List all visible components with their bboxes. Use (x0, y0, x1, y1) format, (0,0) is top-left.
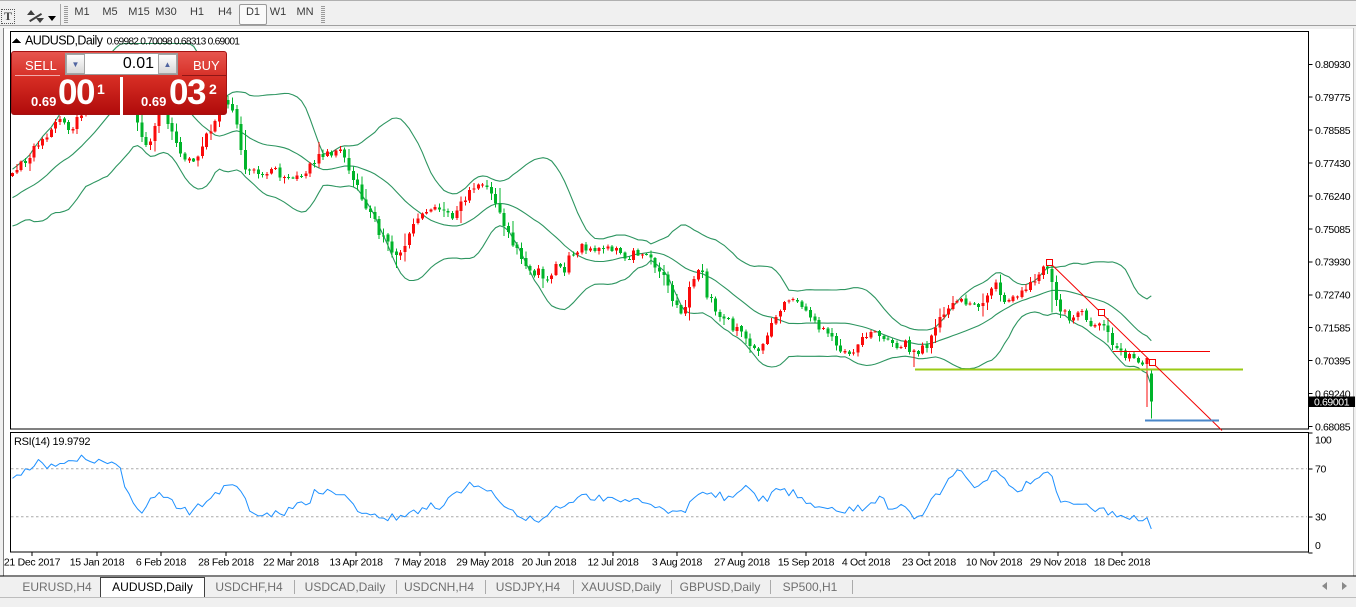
svg-text:3 Aug 2018: 3 Aug 2018 (652, 557, 703, 569)
svg-text:0.69001: 0.69001 (1314, 396, 1350, 408)
svg-text:0.80930: 0.80930 (1315, 59, 1351, 71)
svg-text:0.79775: 0.79775 (1315, 92, 1351, 104)
svg-text:29 May 2018: 29 May 2018 (456, 557, 514, 569)
svg-text:0.78585: 0.78585 (1315, 125, 1351, 137)
svg-text:0.70395: 0.70395 (1315, 356, 1351, 368)
svg-text:RSI(14) 19.9792: RSI(14) 19.9792 (14, 436, 90, 448)
svg-text:0.73930: 0.73930 (1315, 257, 1351, 269)
svg-text:0.72740: 0.72740 (1315, 290, 1351, 302)
svg-text:6 Feb 2018: 6 Feb 2018 (136, 557, 187, 569)
svg-text:23 Oct 2018: 23 Oct 2018 (902, 557, 956, 569)
svg-text:0: 0 (1315, 540, 1321, 552)
svg-text:12 Jul 2018: 12 Jul 2018 (588, 557, 639, 569)
svg-text:0.68085: 0.68085 (1315, 421, 1351, 433)
svg-text:18 Dec 2018: 18 Dec 2018 (1094, 557, 1151, 569)
svg-text:13 Apr 2018: 13 Apr 2018 (329, 557, 383, 569)
svg-text:AUDUSD,Daily 0.69982 0.70098: AUDUSD,Daily 0.69982 0.70098 0.68313 0.6… (25, 34, 240, 48)
svg-text:0.77430: 0.77430 (1315, 158, 1351, 170)
svg-text:7 May 2018: 7 May 2018 (394, 557, 446, 569)
svg-text:0.71585: 0.71585 (1315, 323, 1351, 335)
svg-text:4 Oct 2018: 4 Oct 2018 (842, 557, 891, 569)
svg-text:100: 100 (1315, 435, 1332, 447)
svg-text:10 Nov 2018: 10 Nov 2018 (966, 557, 1023, 569)
svg-text:15 Jan 2018: 15 Jan 2018 (70, 557, 125, 569)
svg-text:0.75085: 0.75085 (1315, 224, 1351, 236)
svg-text:30: 30 (1315, 512, 1326, 524)
svg-text:70: 70 (1315, 464, 1326, 476)
svg-text:0.76240: 0.76240 (1315, 191, 1351, 203)
svg-text:15 Sep 2018: 15 Sep 2018 (778, 557, 835, 569)
svg-text:21 Dec 2017: 21 Dec 2017 (4, 557, 61, 569)
svg-text:28 Feb 2018: 28 Feb 2018 (198, 557, 254, 569)
svg-text:22 Mar 2018: 22 Mar 2018 (263, 557, 319, 569)
svg-text:29 Nov 2018: 29 Nov 2018 (1030, 557, 1087, 569)
svg-text:20 Jun 2018: 20 Jun 2018 (522, 557, 577, 569)
svg-text:27 Aug 2018: 27 Aug 2018 (714, 557, 770, 569)
